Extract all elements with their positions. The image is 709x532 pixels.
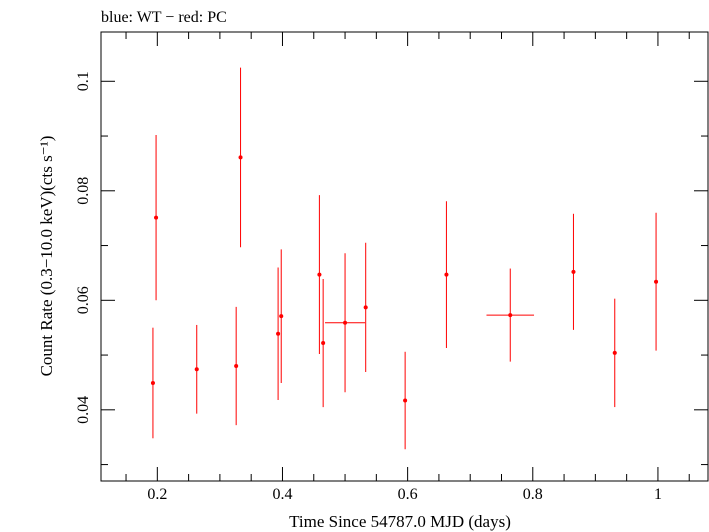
data-point (612, 298, 617, 408)
point-marker (279, 314, 284, 319)
point-marker (154, 215, 159, 220)
point-marker (194, 367, 199, 372)
data-point (444, 201, 449, 348)
data-point (654, 212, 659, 351)
point-marker (276, 331, 281, 336)
data-point (403, 351, 408, 450)
data-point (279, 249, 284, 383)
point-marker (343, 320, 348, 325)
data-point (234, 306, 239, 426)
y-tick-label: 0.06 (75, 286, 92, 314)
x-tick-label: 0.8 (523, 486, 543, 503)
data-point (363, 242, 368, 373)
point-marker (403, 398, 408, 403)
data-point (321, 278, 326, 408)
x-tick-label: 0.4 (272, 486, 292, 503)
x-tick-label: 1 (654, 486, 662, 503)
point-marker (150, 380, 155, 385)
data-point (486, 268, 535, 362)
data-point (276, 267, 281, 400)
x-tick-labels: 0.2 0.4 0.6 0.8 1 (147, 486, 662, 503)
data-point (154, 134, 159, 301)
point-marker (654, 279, 659, 284)
y-tick-labels: 0.04 0.06 0.08 0.1 (75, 71, 92, 424)
data-point (317, 195, 322, 354)
point-marker (612, 350, 617, 355)
point-marker (363, 305, 368, 310)
y-axis-label: Count Rate (0.3−10.0 keV)(cts s⁻¹) (37, 136, 56, 377)
data-point (194, 324, 199, 414)
x-tick-label: 0.6 (398, 486, 418, 503)
point-marker (317, 272, 322, 277)
data-points (150, 67, 659, 450)
axis-ticks (101, 32, 708, 481)
data-point (150, 327, 155, 439)
y-tick-label: 0.04 (75, 396, 92, 424)
point-marker (508, 313, 513, 318)
point-marker (571, 269, 576, 274)
point-marker (238, 155, 243, 160)
point-marker (321, 341, 326, 346)
y-tick-label: 0.1 (75, 71, 92, 91)
chart-title: blue: WT − red: PC (101, 9, 227, 26)
data-point (325, 253, 366, 393)
point-marker (234, 364, 239, 369)
plot-frame (100, 31, 709, 482)
x-tick-label: 0.2 (147, 486, 167, 503)
y-tick-label: 0.08 (75, 177, 92, 205)
point-marker (444, 272, 449, 277)
data-point (571, 213, 576, 330)
x-axis-label: Time Since 54787.0 MJD (days) (289, 512, 511, 531)
data-point (238, 67, 243, 248)
